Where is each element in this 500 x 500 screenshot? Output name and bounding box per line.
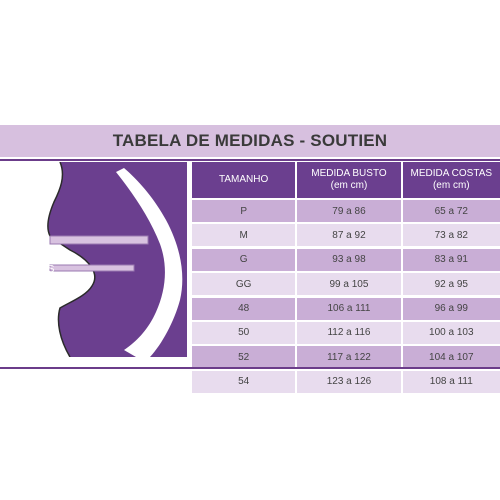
header-costas-line2: (em cm) <box>432 180 470 191</box>
title-bar: TABELA DE MEDIDAS - SOUTIEN <box>0 125 500 157</box>
arm-silhouette <box>116 168 183 357</box>
cell-costas: 104 a 107 <box>402 346 500 369</box>
header-costas-line1: MEDIDA COSTAS <box>410 168 493 179</box>
cell-busto: 87 a 92 <box>297 224 401 247</box>
cell-tamanho: 50 <box>192 321 296 344</box>
cell-busto: 93 a 98 <box>297 248 401 271</box>
costas-label: COSTAS <box>14 264 55 275</box>
cell-costas: 108 a 111 <box>402 370 500 393</box>
cell-busto: 79 a 86 <box>297 200 401 222</box>
cell-tamanho: GG <box>192 273 296 296</box>
cell-tamanho: M <box>192 224 296 247</box>
cell-costas: 100 a 103 <box>402 321 500 344</box>
cell-busto: 99 a 105 <box>297 273 401 296</box>
page-title: TABELA DE MEDIDAS - SOUTIEN <box>112 131 388 150</box>
header-tamanho: TAMANHO <box>192 162 296 198</box>
header-costas: MEDIDA COSTAS (em cm) <box>402 162 500 198</box>
busto-tape <box>49 235 149 245</box>
measurement-figure: BUSTO COSTAS <box>0 162 187 357</box>
cell-busto: 112 a 116 <box>297 321 401 344</box>
divider-top <box>0 159 500 161</box>
torso-silhouette <box>0 162 95 357</box>
cell-tamanho: P <box>192 200 296 222</box>
cell-busto: 117 a 122 <box>297 346 401 369</box>
table-row: M 87 a 92 73 a 82 <box>192 224 500 247</box>
busto-label: BUSTO <box>10 234 45 245</box>
cell-costas: 83 a 91 <box>402 248 500 271</box>
table-row: P 79 a 86 65 a 72 <box>192 200 500 222</box>
cell-costas: 96 a 99 <box>402 297 500 320</box>
cell-busto: 123 a 126 <box>297 370 401 393</box>
header-busto-label: MEDIDA BUSTO (em cm) <box>311 168 386 192</box>
size-table: TAMANHO MEDIDA BUSTO (em cm) MEDIDA COST… <box>192 162 500 395</box>
cell-costas: 65 a 72 <box>402 200 500 222</box>
cell-costas: 92 a 95 <box>402 273 500 296</box>
header-busto-line1: MEDIDA BUSTO <box>311 168 387 179</box>
cell-tamanho: 54 <box>192 370 296 393</box>
table-row: GG 99 a 105 92 a 95 <box>192 273 500 296</box>
cell-tamanho: 48 <box>192 297 296 320</box>
cell-costas: 73 a 82 <box>402 224 500 247</box>
table-header-row: TAMANHO MEDIDA BUSTO (em cm) MEDIDA COST… <box>192 162 500 198</box>
header-busto: MEDIDA BUSTO (em cm) <box>297 162 401 198</box>
table-row: G 93 a 98 83 a 91 <box>192 248 500 271</box>
torso-illustration <box>0 162 183 357</box>
table-row: 52 117 a 122 104 a 107 <box>192 346 500 369</box>
header-costas-label: MEDIDA COSTAS (em cm) <box>411 168 493 192</box>
cell-tamanho: 52 <box>192 346 296 369</box>
divider-bottom <box>0 367 500 369</box>
table-row: 50 112 a 116 100 a 103 <box>192 321 500 344</box>
torso-outline <box>47 162 96 357</box>
costas-tape <box>49 264 135 272</box>
table-row: 54 123 a 126 108 a 111 <box>192 370 500 393</box>
cell-tamanho: G <box>192 248 296 271</box>
cell-busto: 106 a 111 <box>297 297 401 320</box>
header-busto-line2: (em cm) <box>330 180 368 191</box>
table-row: 48 106 a 111 96 a 99 <box>192 297 500 320</box>
header-tamanho-label: TAMANHO <box>219 174 269 185</box>
